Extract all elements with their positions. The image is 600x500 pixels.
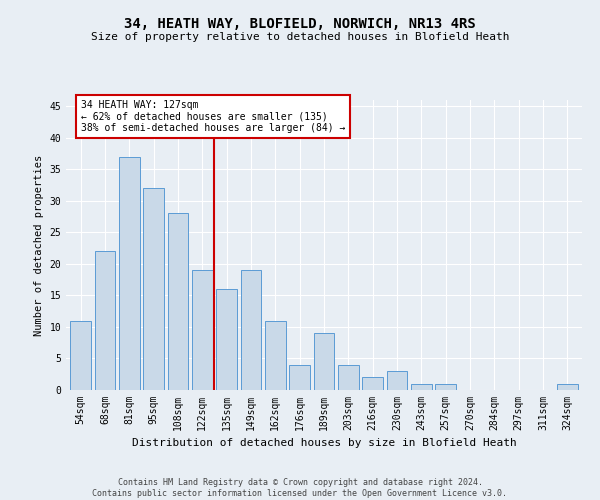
Text: 34, HEATH WAY, BLOFIELD, NORWICH, NR13 4RS: 34, HEATH WAY, BLOFIELD, NORWICH, NR13 4… xyxy=(124,18,476,32)
Bar xyxy=(386,371,407,390)
Text: Size of property relative to detached houses in Blofield Heath: Size of property relative to detached ho… xyxy=(91,32,509,42)
X-axis label: Distribution of detached houses by size in Blofield Heath: Distribution of detached houses by size … xyxy=(131,438,517,448)
Bar xyxy=(143,188,164,390)
Y-axis label: Number of detached properties: Number of detached properties xyxy=(34,154,44,336)
Text: Contains HM Land Registry data © Crown copyright and database right 2024.
Contai: Contains HM Land Registry data © Crown c… xyxy=(92,478,508,498)
Bar xyxy=(119,156,140,390)
Bar xyxy=(338,365,359,390)
Bar xyxy=(362,378,383,390)
Bar xyxy=(411,384,432,390)
Bar xyxy=(167,214,188,390)
Bar xyxy=(95,252,115,390)
Bar xyxy=(70,320,91,390)
Text: 34 HEATH WAY: 127sqm
← 62% of detached houses are smaller (135)
38% of semi-deta: 34 HEATH WAY: 127sqm ← 62% of detached h… xyxy=(80,100,345,133)
Bar xyxy=(192,270,212,390)
Bar xyxy=(289,365,310,390)
Bar xyxy=(241,270,262,390)
Bar xyxy=(314,334,334,390)
Bar xyxy=(557,384,578,390)
Bar xyxy=(216,289,237,390)
Bar xyxy=(436,384,456,390)
Bar xyxy=(265,320,286,390)
